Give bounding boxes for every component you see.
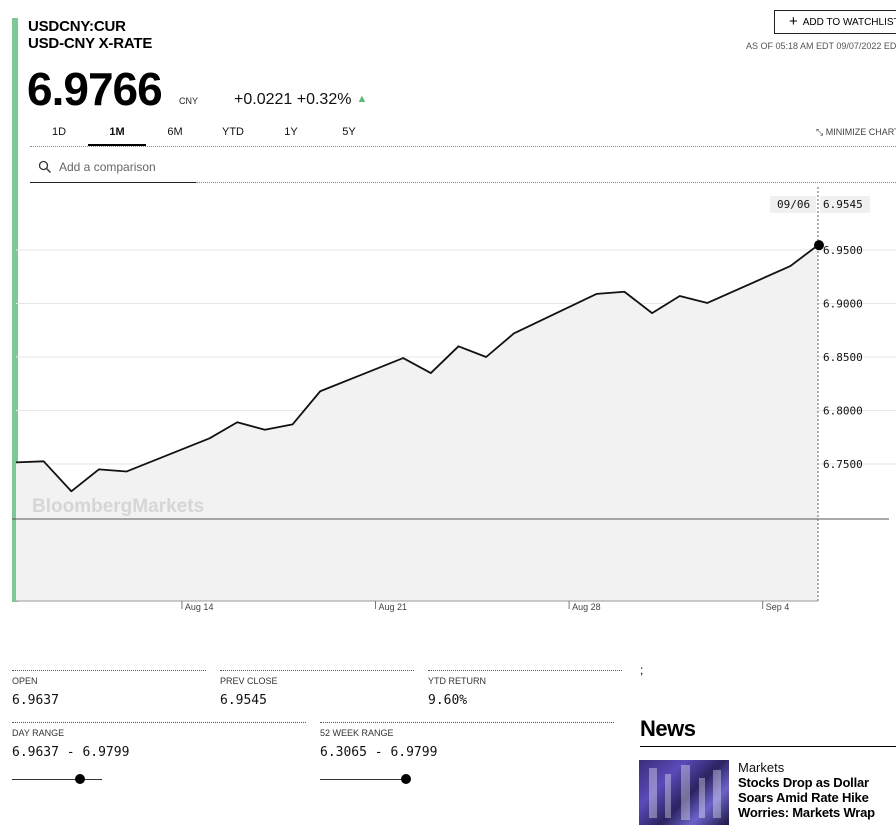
- price-change: +0.0221 +0.32% ▲: [234, 91, 367, 109]
- news-headline[interactable]: Stocks Drop as Dollar Soars Amid Rate Hi…: [738, 775, 875, 820]
- stat-value: 6.9637 - 6.9799: [12, 745, 130, 760]
- x-tick-label: Aug 14: [185, 602, 214, 612]
- stat-value: 6.3065 - 6.9799: [320, 745, 438, 760]
- collapse-icon: ⤡: [816, 127, 824, 137]
- price-value: 6.9766: [27, 63, 163, 115]
- day-range-knob: [74, 774, 85, 784]
- range-tab-1m[interactable]: 1M: [88, 124, 146, 146]
- stat-52-week-range: 52 WEEK RANGE 6.3065 - 6.9799: [320, 722, 614, 760]
- watchlist-label: ADD TO WATCHLIST: [802, 16, 896, 28]
- crosshair-date-bg: [770, 196, 816, 213]
- price-chart[interactable]: BloombergMarkets 09/06 6.9545 6.9500 6.9000 6…: [0, 185, 896, 625]
- range-tab-6m[interactable]: 6M: [167, 126, 183, 138]
- stat-day-range: DAY RANGE 6.9637 - 6.9799: [12, 722, 306, 760]
- watermark-text: BloombergMarkets: [32, 496, 204, 517]
- x-tick-label: Aug 21: [379, 602, 408, 612]
- instrument-name: USD-CNY X-RATE: [28, 35, 153, 52]
- divider: [30, 146, 896, 147]
- range-tab-1d[interactable]: 1D: [51, 126, 67, 138]
- stat-label: DAY RANGE: [12, 728, 65, 738]
- stat-prev-close: PREV CLOSE 6.9545: [220, 670, 414, 708]
- as-of-timestamp: AS OF 05:18 AM EDT 09/07/2022 EDT: [746, 41, 896, 51]
- change-text: +0.0221 +0.32%: [234, 91, 352, 108]
- week52-range-knob: [400, 774, 411, 784]
- day-range-slider: [12, 774, 102, 784]
- y-tick-label: 6.9000: [823, 298, 863, 311]
- stat-label: YTD RETURN: [428, 676, 486, 686]
- stat-value: 6.9545: [220, 693, 267, 708]
- news-heading: News: [640, 716, 696, 741]
- stat-label: OPEN: [12, 676, 38, 686]
- add-to-watchlist-button[interactable]: + ADD TO WATCHLIST: [774, 10, 896, 34]
- stat-value: 6.9637: [12, 693, 59, 708]
- minimize-label: MINIMIZE CHART: [825, 127, 896, 137]
- crosshair-value: 6.9545: [823, 198, 863, 211]
- currency-label: CNY: [179, 96, 199, 106]
- price-series-line: [15, 244, 819, 493]
- y-tick-label: 6.7500: [823, 458, 863, 471]
- y-tick-label: 6.8000: [823, 405, 863, 418]
- range-tabs: 1D 1M 6M YTD 1Y 5Y: [30, 124, 378, 146]
- news-category[interactable]: Markets: [738, 760, 785, 775]
- comparison-placeholder: Add a comparison: [59, 160, 156, 174]
- crosshair-date: 09/06: [777, 198, 810, 211]
- minimize-chart-button[interactable]: ⤡ MINIMIZE CHART: [816, 127, 896, 138]
- range-tab-5y[interactable]: 5Y: [342, 126, 356, 138]
- accent-bar: [12, 18, 18, 602]
- comparison-search-field[interactable]: Add a comparison: [30, 152, 196, 183]
- divider: [640, 746, 896, 747]
- news-thumbnail[interactable]: [639, 760, 729, 825]
- stat-label: PREV CLOSE: [220, 676, 278, 686]
- chart-area-fill: [16, 245, 818, 601]
- stat-open: OPEN 6.9637: [12, 670, 206, 708]
- x-tick-label: Aug 28: [572, 602, 601, 612]
- plus-icon: +: [789, 13, 798, 30]
- ticker-symbol: USDCNY:CUR: [28, 18, 126, 35]
- stat-ytd-return: YTD RETURN 9.60%: [428, 670, 622, 708]
- y-tick-label: 6.9500: [823, 244, 863, 257]
- range-tab-1y[interactable]: 1Y: [284, 126, 298, 138]
- stat-value: 9.60%: [428, 693, 468, 708]
- x-tick-label: Sep 4: [766, 602, 790, 612]
- stray-character: ;: [640, 663, 644, 677]
- y-tick-label: 6.8500: [823, 351, 863, 364]
- search-icon: [38, 160, 51, 173]
- week52-range-slider: [320, 774, 411, 784]
- range-tab-ytd[interactable]: YTD: [222, 126, 244, 138]
- up-arrow-icon: ▲: [356, 93, 368, 105]
- crosshair-value-bg: [820, 196, 870, 213]
- last-point-marker: [814, 240, 824, 251]
- stat-label: 52 WEEK RANGE: [320, 728, 394, 738]
- divider: [196, 182, 896, 183]
